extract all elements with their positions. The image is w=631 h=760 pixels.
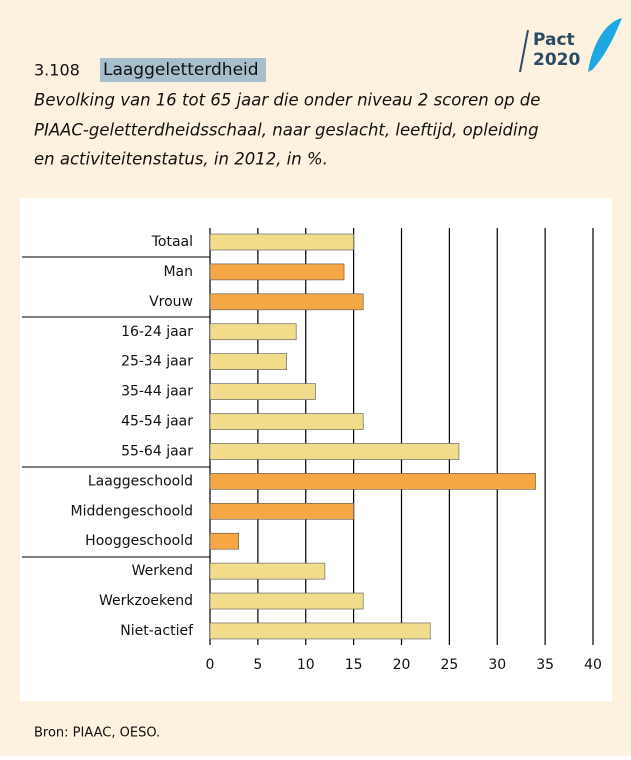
y-tick-label: 55-64 jaar: [121, 443, 193, 459]
subtitle: en activiteitenstatus, in 2012, in %.: [34, 150, 328, 169]
y-tick-label: Werkend: [132, 563, 193, 579]
bar: [209, 263, 345, 281]
source: Bron: PIAAC, OESO.: [34, 726, 160, 741]
y-tick-label: 25-34 jaar: [121, 354, 193, 370]
y-tick-label: Totaal: [151, 234, 193, 250]
y-tick-label: 16-24 jaar: [121, 324, 193, 340]
y-tick-label: Man: [163, 264, 193, 280]
y-tick-label: Laaggeschoold: [88, 473, 193, 489]
bar: [209, 622, 431, 640]
x-tick-label: 5: [253, 657, 262, 673]
logo-feather: [588, 18, 622, 72]
bar: [209, 413, 364, 430]
group-separators: [22, 256, 210, 558]
bar: [209, 443, 460, 460]
x-tick-label: 20: [393, 657, 411, 673]
x-tick-label: 25: [440, 657, 458, 673]
title-highlight: [100, 58, 266, 82]
chart-number: 3.108: [34, 61, 80, 80]
x-tick-label: 0: [206, 657, 215, 673]
y-tick-label: Hooggeschoold: [85, 533, 193, 549]
x-tick-label: 15: [345, 657, 363, 673]
chart-title: Laaggeletterdheid: [103, 60, 259, 80]
bar: [209, 532, 240, 550]
bar: [209, 562, 326, 580]
bar: [209, 233, 354, 251]
logo-text: Pact: [533, 30, 575, 50]
x-tick-label: 30: [488, 657, 506, 673]
y-tick-label: Vrouw: [149, 294, 193, 310]
subtitle: PIAAC-geletterdheidsschaal, naar geslach…: [34, 121, 539, 140]
x-tick-label: 40: [584, 657, 602, 673]
y-tick-label: 45-54 jaar: [121, 414, 193, 430]
y-tick-label: 35-44 jaar: [121, 384, 193, 400]
y-tick-label: Middengeschoold: [71, 503, 194, 519]
subtitle: Bevolking van 16 tot 65 jaar die onder n…: [34, 91, 540, 110]
bar: [209, 323, 297, 341]
y-tick-label: Niet-actief: [120, 623, 194, 639]
x-tick-label: 10: [297, 657, 315, 673]
bar: [209, 353, 287, 370]
bar: [209, 502, 354, 520]
bar: [209, 473, 536, 490]
logo-text: 2020: [533, 50, 580, 70]
bar: [209, 293, 364, 311]
y-tick-label: Werkzoekend: [99, 593, 193, 609]
x-tick-label: 35: [536, 657, 554, 673]
bar: [209, 383, 316, 400]
bar: [209, 592, 364, 610]
logo-stroke: [519, 29, 529, 73]
